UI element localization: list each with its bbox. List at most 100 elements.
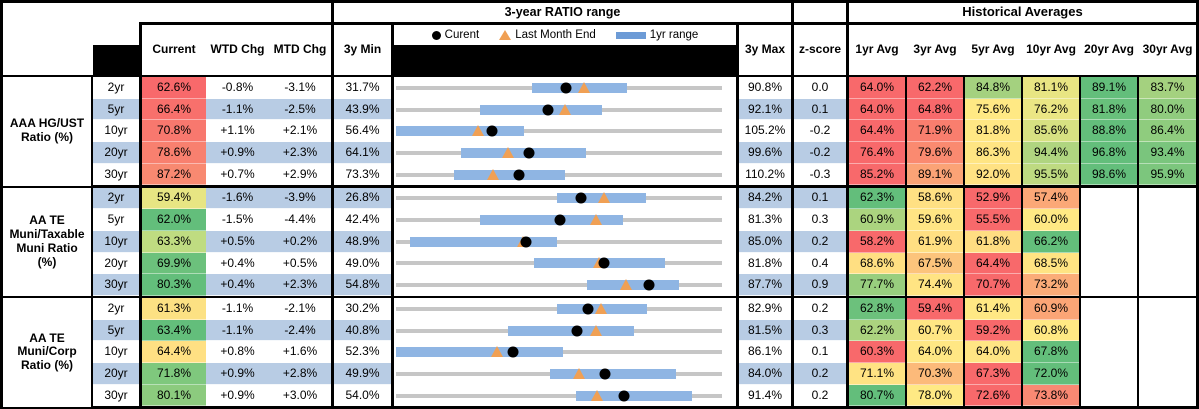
current-cell: 71.8% bbox=[142, 363, 206, 385]
avg-cell-3: 94.4% bbox=[1023, 142, 1079, 164]
one-year-range-bar bbox=[409, 236, 557, 247]
3y-min-cell: 54.0% bbox=[334, 384, 391, 407]
3y-min-cell: 42.4% bbox=[334, 209, 391, 231]
mtd-chg-cell: +3.0% bbox=[269, 384, 331, 407]
avg-cell-1: 64.0% bbox=[907, 341, 963, 364]
wtd-chg-cell: -1.5% bbox=[206, 209, 269, 231]
current-marker bbox=[643, 279, 655, 291]
3y-min-cell: 54.8% bbox=[334, 274, 391, 296]
avg-cell-4: 88.8% bbox=[1081, 120, 1137, 143]
last-month-end-marker bbox=[591, 389, 604, 401]
avg-cell-4 bbox=[1081, 209, 1137, 231]
avg-cell-1: 74.4% bbox=[907, 274, 963, 296]
current-marker bbox=[560, 82, 572, 94]
tenor-cell: 20yr bbox=[93, 363, 139, 385]
last-month-end-marker bbox=[577, 81, 590, 93]
range-track bbox=[396, 324, 722, 337]
avg-cell-0: 62.8% bbox=[849, 298, 905, 320]
current-dot-icon bbox=[431, 30, 441, 40]
mtd-chg-cell: -2.1% bbox=[269, 298, 331, 320]
current-cell: 61.3% bbox=[142, 298, 206, 320]
current-header: Current bbox=[142, 25, 206, 75]
avg-cell-3: 60.8% bbox=[1023, 319, 1079, 342]
3y-max-cell: 105.2% bbox=[739, 120, 791, 143]
3y-max-cell: 110.2% bbox=[739, 163, 791, 186]
avg-cell-1: 59.6% bbox=[907, 209, 963, 231]
tenor-cell: 30yr bbox=[93, 384, 139, 407]
avg-cell-2: 86.3% bbox=[965, 142, 1021, 164]
avg-cell-2: 59.2% bbox=[965, 319, 1021, 342]
avg-cell-0: 71.1% bbox=[849, 363, 905, 385]
avg-cell-3: 85.6% bbox=[1023, 120, 1079, 143]
avg-cell-4 bbox=[1081, 298, 1137, 320]
current-marker bbox=[554, 214, 566, 226]
z-score-cell: -0.2 bbox=[794, 142, 846, 164]
avg-cell-2: 75.6% bbox=[965, 98, 1021, 121]
avg-cell-3: 68.5% bbox=[1023, 252, 1079, 275]
avg-cell-0: 58.2% bbox=[849, 230, 905, 253]
range-chart bbox=[394, 341, 736, 364]
last-month-end-marker bbox=[491, 346, 504, 358]
tenor-cell: 30yr bbox=[93, 163, 139, 186]
wtd-chg-cell: +0.9% bbox=[206, 142, 269, 164]
mtd-chg-cell: +2.9% bbox=[269, 163, 331, 186]
avg-cell-0: 60.3% bbox=[849, 341, 905, 364]
avg-cell-4 bbox=[1081, 341, 1137, 364]
current-marker bbox=[599, 368, 611, 380]
avg-cell-3: 95.5% bbox=[1023, 163, 1079, 186]
avg-cell-5 bbox=[1139, 230, 1196, 253]
z-score-cell: 0.1 bbox=[794, 187, 846, 210]
3y-min-cell: 49.0% bbox=[334, 252, 391, 275]
mtd-chg-cell: -3.9% bbox=[269, 187, 331, 210]
3y-max-cell: 92.1% bbox=[739, 98, 791, 121]
avg-cell-5 bbox=[1139, 209, 1196, 231]
avg-cell-2: 92.0% bbox=[965, 163, 1021, 186]
z-score-cell: 0.9 bbox=[794, 274, 846, 296]
z-score-cell: -0.3 bbox=[794, 163, 846, 186]
avg-cell-1: 62.2% bbox=[907, 77, 963, 99]
current-cell: 62.6% bbox=[142, 77, 206, 99]
range-chart bbox=[394, 120, 736, 143]
mtd-chg-cell: -3.1% bbox=[269, 77, 331, 99]
z-score-cell: 0.2 bbox=[794, 230, 846, 253]
tenor-cell: 10yr bbox=[93, 341, 139, 364]
zscore-top-spacer bbox=[794, 3, 846, 22]
avg-cell-0: 64.0% bbox=[849, 98, 905, 121]
range-track bbox=[396, 125, 722, 137]
avg-cell-0: 85.2% bbox=[849, 163, 905, 186]
current-cell: 87.2% bbox=[142, 163, 206, 186]
avg-cell-2: 64.4% bbox=[965, 252, 1021, 275]
wtd-chg-cell: -1.1% bbox=[206, 98, 269, 121]
range-chart bbox=[394, 77, 736, 99]
3y-max-cell: 82.9% bbox=[739, 298, 791, 320]
range-chart bbox=[394, 187, 736, 210]
tenor-cell: 10yr bbox=[93, 120, 139, 143]
avg-header-30yr: 30yr Avg bbox=[1142, 42, 1193, 57]
3y-min-cell: 52.3% bbox=[334, 341, 391, 364]
3y-max-cell: 86.1% bbox=[739, 341, 791, 364]
mtd-chg-cell: +2.1% bbox=[269, 120, 331, 143]
range-track bbox=[396, 192, 722, 204]
avg-cell-1: 70.3% bbox=[907, 363, 963, 385]
avg-cell-4 bbox=[1081, 230, 1137, 253]
legend-current-item: Curent bbox=[431, 29, 479, 41]
avg-cell-3: 60.9% bbox=[1023, 298, 1079, 320]
range-chart bbox=[394, 252, 736, 275]
avg-cell-4 bbox=[1081, 187, 1137, 210]
current-cell: 63.4% bbox=[142, 319, 206, 342]
one-year-range-bar bbox=[396, 126, 524, 137]
mtd-chg-cell: +2.3% bbox=[269, 274, 331, 296]
tenor-cell: 20yr bbox=[93, 142, 139, 164]
3y-min-header: 3y Min bbox=[334, 25, 391, 75]
avg-cell-0: 80.7% bbox=[849, 384, 905, 407]
avg-cell-1: 89.1% bbox=[907, 163, 963, 186]
wtd-chg-cell: -1.1% bbox=[206, 319, 269, 342]
z-score-cell: 0.3 bbox=[794, 209, 846, 231]
wtd-chg-cell: +0.4% bbox=[206, 252, 269, 275]
mtd-chg-cell: +0.2% bbox=[269, 230, 331, 253]
z-score-cell: 0.1 bbox=[794, 341, 846, 364]
3y-max-cell: 85.0% bbox=[739, 230, 791, 253]
wtd-chg-cell: +0.5% bbox=[206, 230, 269, 253]
avg-cell-4 bbox=[1081, 363, 1137, 385]
